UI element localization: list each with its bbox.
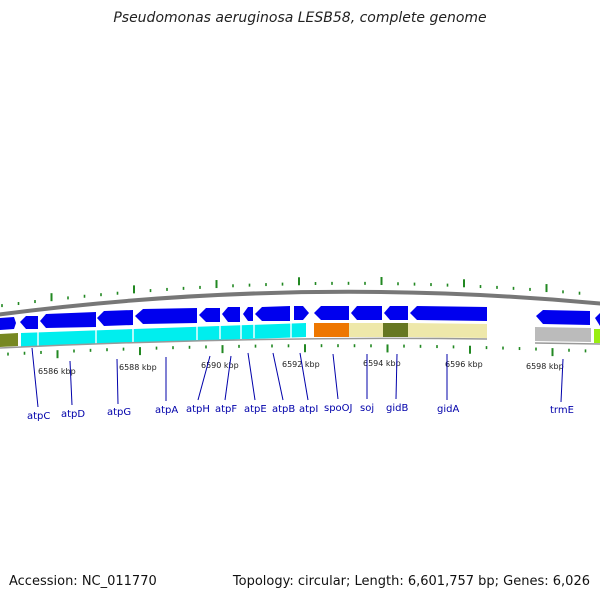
category-block[interactable] (349, 323, 383, 337)
category-block[interactable] (383, 323, 408, 337)
gene-arrow[interactable] (199, 308, 220, 322)
gene-track (0, 306, 600, 330)
inner-tick-marks (7, 344, 587, 359)
category-block[interactable] (408, 323, 487, 338)
gene-arrow[interactable] (40, 312, 96, 328)
gene-label-atpF[interactable]: atpF (215, 404, 237, 415)
outer-tick-marks (1, 277, 581, 308)
accession-text: Accession: NC_011770 (9, 574, 157, 589)
gene-label-atpH[interactable]: atpH (186, 404, 210, 415)
tick-label: 6594 kbp (363, 359, 401, 368)
topology-text: Topology: circular; Length: 6,601,757 bp… (232, 574, 590, 589)
tick-label: 6588 kbp (119, 363, 157, 372)
gene-arrow[interactable] (595, 313, 600, 326)
gene-label-soj[interactable]: soj (360, 403, 374, 414)
gene-label-atpB[interactable]: atpB (272, 404, 295, 415)
gene-arrow[interactable] (351, 306, 382, 320)
gene-label-atpE[interactable]: atpE (244, 404, 267, 415)
gene-labels: atpC atpD atpG atpA atpH atpF atpE atpB … (27, 403, 574, 422)
gene-arrow[interactable] (384, 306, 408, 320)
tick-label: 6586 kbp (38, 367, 76, 376)
gene-label-lines (31, 347, 564, 408)
gene-label-atpI[interactable]: atpI (299, 404, 318, 415)
gene-arrow[interactable] (97, 310, 133, 326)
gene-label-trmE[interactable]: trmE (550, 405, 574, 416)
gene-arrow[interactable] (135, 308, 197, 324)
category-block[interactable] (535, 327, 591, 342)
category-block[interactable] (21, 323, 306, 347)
genome-title: Pseudomonas aeruginosa LESB58, complete … (113, 10, 487, 26)
category-block[interactable] (594, 329, 600, 343)
coordinate-labels: 6586 kbp 6588 kbp 6590 kbp 6592 kbp 6594… (38, 359, 564, 376)
tick-label: 6592 kbp (282, 360, 320, 369)
category-block[interactable] (314, 323, 349, 337)
gene-arrow[interactable] (20, 316, 38, 329)
gene-arrow[interactable] (255, 306, 290, 321)
category-block[interactable] (0, 333, 18, 347)
genome-backbone (0, 289, 600, 317)
gene-arrow[interactable] (222, 307, 240, 322)
gene-arrow[interactable] (294, 306, 309, 320)
category-track (0, 323, 600, 349)
gene-arrow[interactable] (410, 306, 487, 321)
tick-label: 6590 kbp (201, 361, 239, 370)
tick-label: 6596 kbp (445, 360, 483, 369)
gene-label-gidA[interactable]: gidA (437, 404, 459, 415)
gene-label-atpA[interactable]: atpA (155, 405, 178, 416)
gene-label-atpG[interactable]: atpG (107, 407, 131, 418)
gene-arrow[interactable] (0, 317, 16, 330)
gene-label-atpD[interactable]: atpD (61, 409, 85, 420)
gene-label-gidB[interactable]: gidB (386, 403, 408, 414)
tick-label: 6598 kbp (526, 362, 564, 371)
gene-arrow[interactable] (314, 306, 349, 320)
gene-arrow[interactable] (536, 310, 590, 325)
gene-label-atpC[interactable]: atpC (27, 411, 50, 422)
gene-label-spoOJ[interactable]: spoOJ (324, 403, 353, 414)
gene-arrow[interactable] (243, 307, 253, 321)
